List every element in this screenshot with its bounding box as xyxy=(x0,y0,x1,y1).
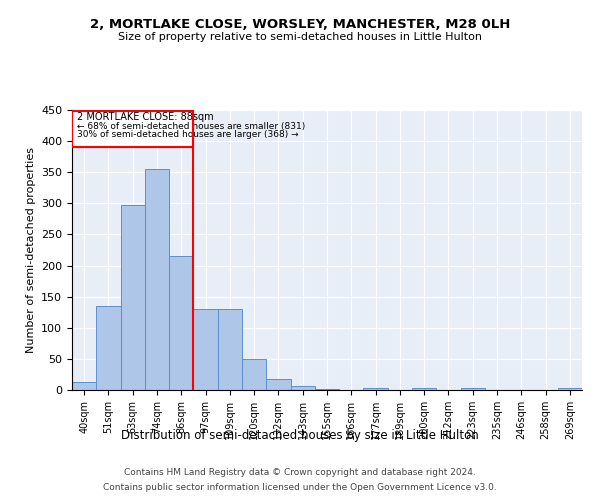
Bar xyxy=(72,111,193,148)
Bar xyxy=(145,169,169,390)
Bar xyxy=(121,204,145,390)
Text: 2, MORTLAKE CLOSE, WORSLEY, MANCHESTER, M28 0LH: 2, MORTLAKE CLOSE, WORSLEY, MANCHESTER, … xyxy=(90,18,510,30)
Bar xyxy=(364,388,388,390)
Text: 2 MORTLAKE CLOSE: 88sqm: 2 MORTLAKE CLOSE: 88sqm xyxy=(77,112,214,122)
Bar xyxy=(218,309,242,390)
Y-axis label: Number of semi-detached properties: Number of semi-detached properties xyxy=(26,147,35,353)
Text: ← 68% of semi-detached houses are smaller (831): ← 68% of semi-detached houses are smalle… xyxy=(77,122,305,130)
Bar xyxy=(242,359,266,390)
Bar xyxy=(169,256,193,390)
Text: 30% of semi-detached houses are larger (368) →: 30% of semi-detached houses are larger (… xyxy=(77,130,298,140)
Text: Contains HM Land Registry data © Crown copyright and database right 2024.: Contains HM Land Registry data © Crown c… xyxy=(124,468,476,477)
Bar xyxy=(290,386,315,390)
Bar xyxy=(412,388,436,390)
Text: Distribution of semi-detached houses by size in Little Hulton: Distribution of semi-detached houses by … xyxy=(121,428,479,442)
Bar xyxy=(193,309,218,390)
Bar xyxy=(461,388,485,390)
Bar xyxy=(96,306,121,390)
Bar xyxy=(558,388,582,390)
Text: Size of property relative to semi-detached houses in Little Hulton: Size of property relative to semi-detach… xyxy=(118,32,482,42)
Bar xyxy=(72,382,96,390)
Text: Contains public sector information licensed under the Open Government Licence v3: Contains public sector information licen… xyxy=(103,483,497,492)
Bar xyxy=(266,379,290,390)
